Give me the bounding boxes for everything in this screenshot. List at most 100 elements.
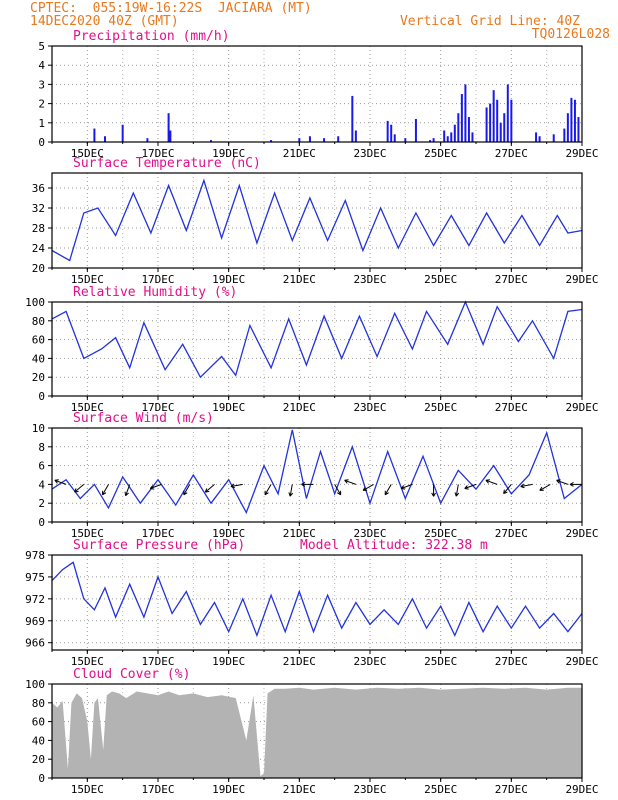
ytick-label-4: 80 [32, 697, 45, 710]
panel-frame-2 [51, 301, 583, 397]
ytick-label-3: 32 [32, 202, 45, 215]
xtick-label-1: 17DEC [141, 783, 174, 796]
panel-frame-3 [51, 427, 583, 523]
precip-bar-11 [337, 136, 340, 142]
xtick-label-4: 23DEC [353, 527, 386, 540]
xtick-label-2: 19DEC [212, 783, 245, 796]
ytick-label-4: 978 [25, 549, 45, 562]
panel-title-3: Surface Wind (m/s) [73, 411, 214, 426]
wind-arrowhead-11 [336, 490, 342, 496]
wind-arrowhead-20 [503, 489, 508, 495]
xtick-label-4: 23DEC [353, 147, 386, 160]
wind-arrowhead-4 [149, 485, 155, 490]
ytick-label-2: 4 [38, 478, 45, 491]
precip-bar-15 [390, 124, 393, 142]
precip-bar-4 [167, 113, 170, 142]
xtick-label-7: 29DEC [565, 783, 598, 796]
wind-arrowhead-0 [54, 479, 59, 484]
precip-bar-14 [386, 120, 389, 142]
precip-bar-23 [450, 132, 453, 142]
cloud-area [52, 687, 582, 778]
xtick-label-7: 29DEC [565, 147, 598, 160]
wind-arrowhead-14 [384, 490, 389, 496]
panel-3: 0 2 4 6 8 10 15DEC 17DEC 19DEC 21DEC 23DEC 25DEC 27D… [32, 411, 599, 540]
xtick-label-6: 27DEC [495, 147, 528, 160]
panel-title-4: Surface Pressure (hPa) [73, 538, 245, 553]
ytick-label-0: 966 [25, 637, 45, 650]
wind-arrowhead-18 [464, 485, 469, 490]
ytick-label-0: 0 [38, 390, 45, 403]
precip-bar-16 [393, 134, 396, 142]
precip-bar-32 [492, 90, 495, 142]
header-datetime: 14DEC2020 40Z (GMT) [30, 14, 179, 29]
xtick-label-2: 19DEC [212, 273, 245, 286]
precip-bar-10 [323, 138, 326, 142]
ytick-label-1: 2 [38, 497, 45, 510]
panel-frame-0 [51, 45, 583, 143]
ytick-label-5: 5 [38, 40, 45, 53]
ytick-label-4: 4 [38, 59, 45, 72]
xtick-label-0: 15DEC [71, 783, 104, 796]
ytick-label-3: 6 [38, 460, 45, 473]
wind-arrow-18 [464, 483, 477, 489]
wind-arrowhead-2 [102, 490, 107, 496]
ytick-label-4: 8 [38, 441, 45, 454]
precip-bar-39 [538, 136, 541, 142]
wind-arrow-8 [264, 484, 272, 496]
xtick-label-3: 21DEC [283, 783, 316, 796]
panel-5: 0 20 40 60 80 100 15DEC 17DEC 19DEC 21DEC 23DEC 25D… [25, 667, 598, 796]
wind-arrowhead-23 [556, 479, 561, 484]
precip-bar-28 [467, 117, 470, 142]
panel-0: 0 1 2 3 4 5 15DEC 17DEC 19DEC 21DEC 23DEC 25DEC 27DE… [38, 29, 598, 160]
wind-arrow-14 [384, 484, 392, 496]
wind-arrowhead-15 [400, 485, 406, 490]
header-grid-line: Vertical Grid Line: 40Z [399, 14, 580, 29]
precip-bar-1 [104, 136, 106, 142]
precip-bar-33 [496, 99, 499, 142]
precip-bar-20 [432, 138, 435, 142]
xtick-label-0: 15DEC [71, 527, 104, 540]
xtick-label-7: 29DEC [565, 273, 598, 286]
xtick-label-7: 29DEC [565, 401, 598, 414]
ytick-label-3: 975 [25, 571, 45, 584]
precip-bar-34 [499, 122, 502, 142]
xtick-label-0: 15DEC [71, 401, 104, 414]
xtick-label-4: 23DEC [353, 401, 386, 414]
precip-bar-7 [270, 140, 273, 142]
ytick-label-2: 2 [38, 98, 45, 111]
xtick-label-3: 21DEC [283, 147, 316, 160]
xtick-label-6: 27DEC [495, 783, 528, 796]
precip-bar-40 [552, 134, 555, 142]
wind-arrowhead-19 [485, 479, 490, 484]
wind-arrow-9 [289, 484, 293, 497]
wind-arrow-11 [334, 484, 342, 496]
wind-arrowhead-1 [74, 488, 79, 493]
ytick-label-3: 3 [38, 78, 45, 91]
wind-arrowhead-3 [124, 491, 129, 497]
header-station: CPTEC: 055:19W-16:22S JACIARA (MT) [30, 1, 312, 16]
xtick-label-2: 19DEC [212, 147, 245, 160]
wind-arrow-15 [400, 483, 413, 489]
wind-arrowhead-24 [569, 482, 574, 487]
panel-2: 0 20 40 60 80 100 15DEC 17DEC 19DEC 21DEC 23DEC 25D… [25, 285, 598, 414]
panel-title-0: Precipitation (mm/h) [73, 29, 230, 44]
precip-bar-12 [351, 95, 354, 142]
panel-frame-4 [51, 554, 583, 651]
precip-bar-6 [210, 140, 212, 142]
xtick-label-5: 25DEC [424, 655, 457, 668]
xtick-label-5: 25DEC [424, 273, 457, 286]
panel-4: 966 969 972 975 978 15DEC 17DEC 19DEC 21DEC 23DEC… [25, 538, 598, 668]
xtick-label-7: 29DEC [565, 655, 598, 668]
xtick-label-6: 27DEC [495, 401, 528, 414]
panel-1: 20 24 28 32 36 15DEC 17DEC 19DEC 21DEC 23DEC 25DEC… [32, 156, 599, 286]
precip-bar-13 [354, 130, 357, 142]
xtick-label-1: 17DEC [141, 527, 174, 540]
xtick-label-7: 29DEC [565, 527, 598, 540]
precip-bar-26 [460, 94, 463, 142]
precip-bar-44 [573, 99, 576, 142]
precip-bar-30 [485, 107, 488, 142]
precip-bar-38 [535, 132, 538, 142]
ytick-label-1: 969 [25, 615, 45, 628]
ytick-label-1: 1 [38, 117, 45, 130]
